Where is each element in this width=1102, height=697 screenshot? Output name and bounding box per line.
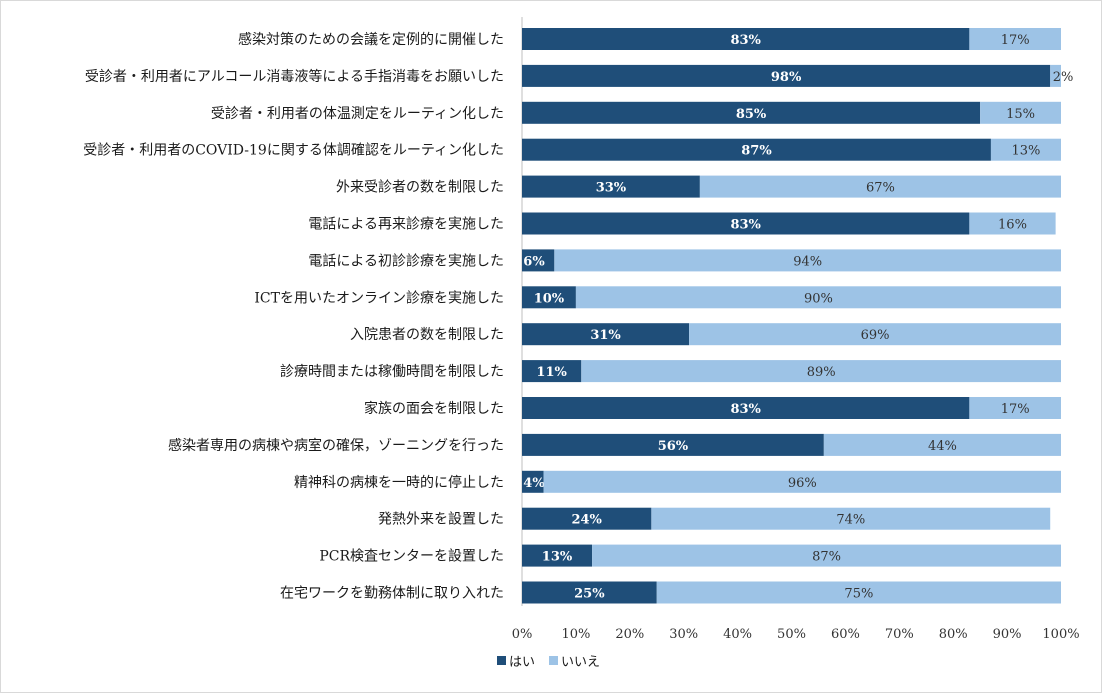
legend: はい いいえ: [497, 655, 600, 670]
x-tick-label: 60%: [831, 627, 860, 642]
bar-yes: [522, 544, 593, 567]
data-label-yes: 98%: [771, 70, 802, 85]
data-label-yes: 87%: [741, 144, 772, 159]
bar-yes: [522, 470, 544, 493]
data-label-no: 67%: [866, 181, 895, 196]
category-label: 受診者・利用者の体温測定をルーティン化した: [211, 106, 504, 122]
bar-no: [581, 360, 1061, 383]
data-label-no: 96%: [788, 476, 817, 491]
data-label-no: 90%: [804, 291, 833, 306]
x-tick-label: 0%: [512, 627, 533, 642]
plot-area: 感染対策のための会議を定例的に開催した 83% 17% 受診者・利用者にアルコール消毒…: [83, 17, 1080, 642]
data-label-no: 15%: [1006, 107, 1035, 122]
data-label-yes: 25%: [574, 587, 605, 602]
data-label-no: 89%: [807, 365, 836, 380]
x-tick-label: 30%: [669, 627, 698, 642]
bar-no: [543, 470, 1061, 493]
bar-yes: [522, 360, 582, 383]
data-label-yes: 33%: [596, 181, 627, 196]
bar-no: [980, 101, 1061, 124]
data-label-no: 17%: [1001, 402, 1030, 417]
legend-swatch-no: [549, 656, 558, 665]
category-label: 外来受診者の数を制限した: [336, 180, 504, 196]
data-label-yes: 4%: [523, 476, 545, 491]
data-label-no: 16%: [998, 218, 1027, 233]
data-label-no: 94%: [793, 254, 822, 269]
x-tick-label: 100%: [1042, 627, 1079, 642]
x-tick-label: 50%: [777, 627, 806, 642]
bar-no: [575, 286, 1061, 309]
legend-swatch-yes: [497, 656, 506, 665]
data-label-yes: 56%: [658, 439, 689, 454]
category-label: 感染対策のための会議を定例的に開催した: [238, 31, 504, 48]
bar-no: [689, 323, 1061, 346]
bar-yes: [522, 212, 970, 235]
category-label: 発熱外来を設置した: [378, 512, 504, 528]
data-label-no: 69%: [861, 328, 890, 343]
bar-yes: [522, 433, 824, 456]
data-label-yes: 13%: [542, 550, 573, 565]
bar-yes: [522, 507, 652, 530]
category-label: 受診者・利用者のCOVID-19に関する体調確認をルーティン化した: [83, 143, 504, 159]
bar-yes: [522, 286, 576, 309]
x-tick-label: 10%: [561, 627, 590, 642]
data-label-no: 2%: [1053, 70, 1074, 85]
bar-no: [969, 397, 1061, 419]
bar-no: [1050, 64, 1061, 87]
bar-no: [969, 212, 1056, 235]
bar-yes: [522, 101, 981, 124]
bar-no: [823, 433, 1061, 456]
bar-yes: [522, 64, 1051, 87]
x-tick-label: 80%: [939, 627, 968, 642]
bar-no: [969, 28, 1061, 50]
data-label-yes: 31%: [590, 328, 621, 343]
bar-yes: [522, 138, 991, 161]
data-label-no: 44%: [928, 439, 957, 454]
data-label-no: 17%: [1001, 33, 1030, 48]
data-label-yes: 85%: [736, 107, 767, 122]
category-label: PCR検査センターを設置した: [319, 549, 504, 565]
bar-yes: [522, 397, 970, 419]
bar-yes: [522, 175, 700, 198]
category-label: 電話による再来診療を実施した: [308, 216, 504, 233]
bar-yes: [522, 28, 970, 50]
category-label: 感染者専用の病棟や病室の確保，ゾーニングを行った: [168, 437, 504, 454]
bar-yes: [522, 323, 690, 346]
legend-label-yes: はい: [509, 655, 535, 670]
data-label-yes: 11%: [536, 365, 567, 380]
category-label: 入院患者の数を制限した: [350, 327, 504, 343]
data-label-no: 13%: [1012, 144, 1041, 159]
bar-no: [554, 249, 1061, 272]
category-label: 在宅ワークを勤務体制に取り入れた: [280, 586, 504, 602]
bar-no: [592, 544, 1061, 567]
data-label-yes: 83%: [730, 33, 761, 48]
category-label: 精神科の病棟を一時的に停止した: [294, 474, 504, 491]
bar-no: [656, 581, 1061, 604]
x-tick-label: 90%: [993, 627, 1022, 642]
data-label-no: 87%: [812, 550, 841, 565]
category-label: 家族の面会を制限した: [364, 400, 504, 417]
data-label-yes: 83%: [730, 402, 761, 417]
category-label: ICTを用いたオンライン診療を実施した: [254, 289, 504, 306]
data-label-no: 75%: [844, 587, 873, 602]
bar-yes: [522, 249, 555, 272]
x-tick-label: 40%: [723, 627, 752, 642]
x-tick-label: 20%: [615, 627, 644, 642]
x-tick-label: 70%: [885, 627, 914, 642]
category-label: 診療時間または稼働時間を制限した: [280, 363, 504, 380]
category-label: 受診者・利用者にアルコール消毒液等による手指消毒をお願いした: [85, 68, 504, 85]
legend-label-no: いいえ: [561, 655, 600, 670]
bar-yes: [522, 581, 657, 604]
data-label-no: 74%: [836, 513, 865, 528]
data-label-yes: 24%: [571, 513, 602, 528]
data-label-yes: 6%: [523, 254, 545, 269]
bar-no: [990, 138, 1061, 161]
bar-no: [699, 175, 1061, 198]
category-label: 電話による初診診療を実施した: [308, 252, 504, 269]
data-label-yes: 83%: [730, 218, 761, 233]
bar-no: [651, 507, 1051, 530]
data-label-yes: 10%: [534, 291, 565, 306]
